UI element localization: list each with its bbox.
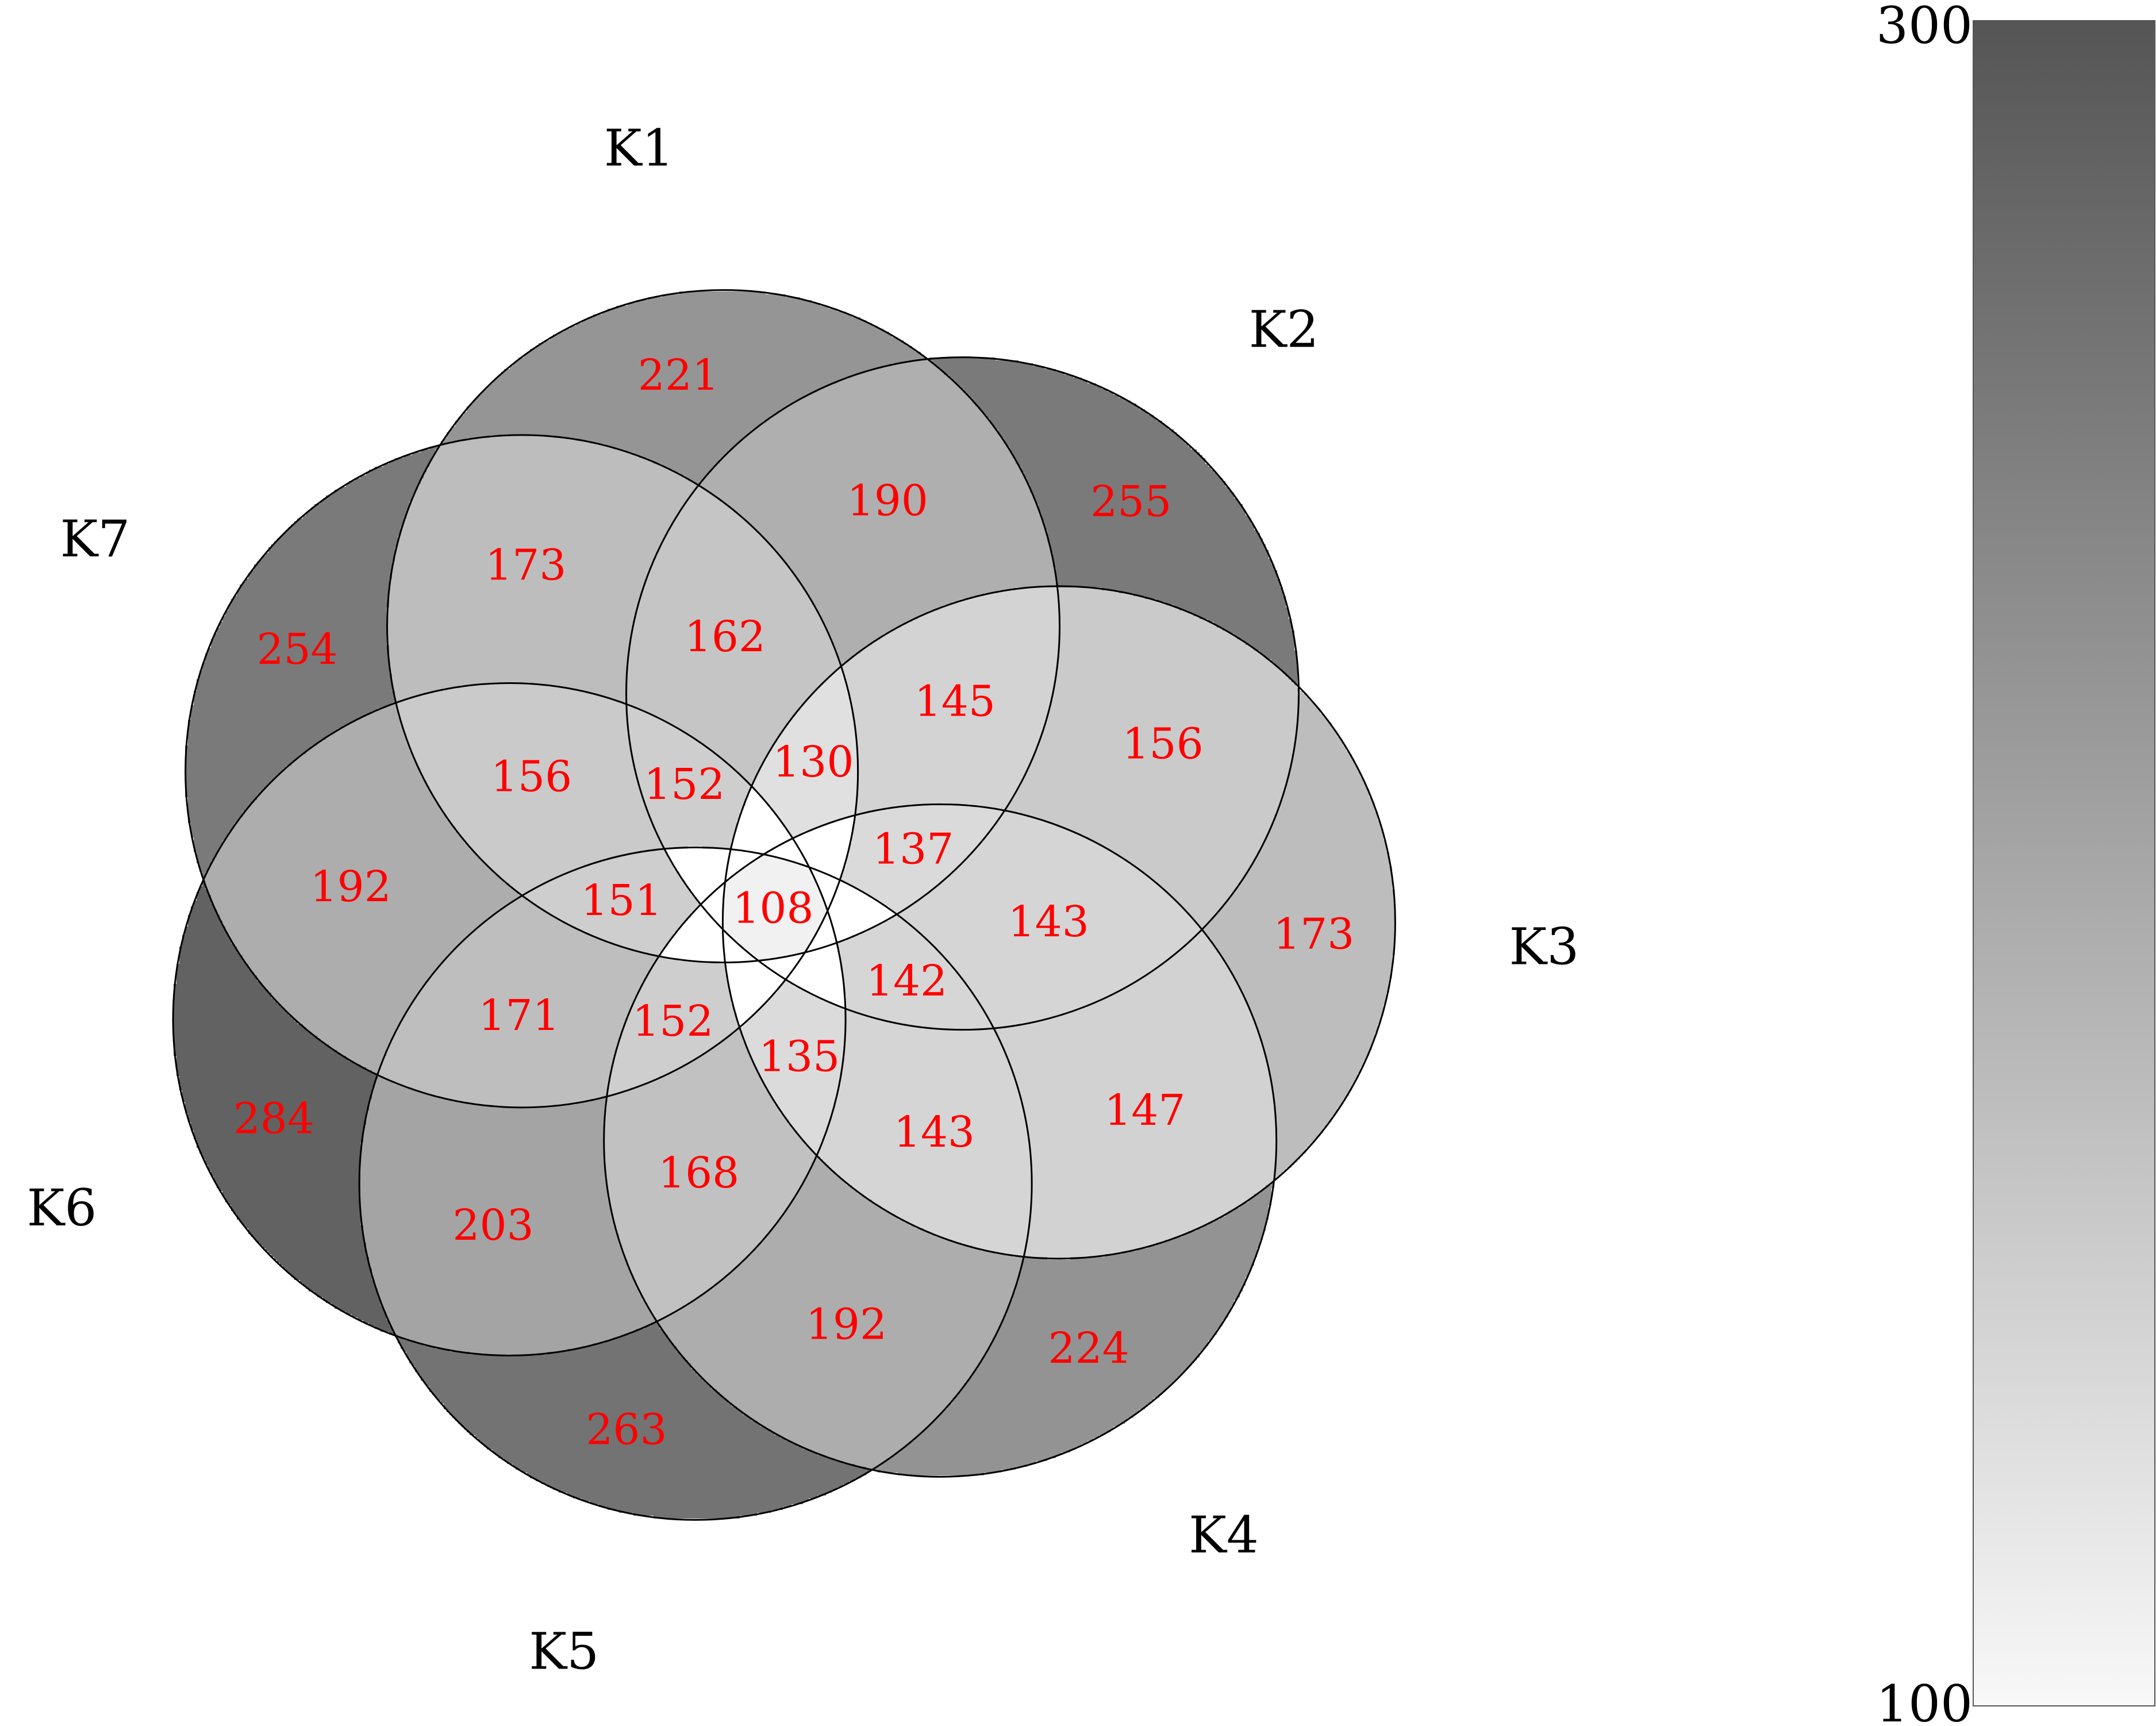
- region-value-k2-k3-k4-k5: 142: [866, 956, 947, 1006]
- region-value-k4-k5: 192: [806, 1300, 887, 1350]
- region-value-k6-k7: 192: [310, 862, 391, 912]
- region-value-k5-k6: 203: [452, 1201, 533, 1250]
- region-value-k1-k2-k3-k4: 137: [873, 824, 954, 874]
- region-value-k3-k4: 147: [1104, 1086, 1185, 1135]
- color-scale-max-label: 300: [1876, 0, 1973, 55]
- region-value-k6-k7-k1: 156: [491, 752, 572, 801]
- region-value-k4-k5-k6-k7: 152: [632, 997, 713, 1046]
- region-value-k4-k5-k6: 168: [658, 1148, 739, 1198]
- region-value-k3: 173: [1273, 909, 1354, 959]
- region-value-k1: 221: [638, 351, 719, 400]
- region-value-k1-k2: 190: [847, 476, 928, 526]
- set-label-k5: K5: [529, 1621, 599, 1681]
- region-value-k6-k7-k1-k2: 152: [644, 760, 725, 809]
- region-value-k6: 284: [233, 1094, 314, 1143]
- region-value-k2: 255: [1090, 477, 1171, 526]
- region-value-k7: 254: [257, 625, 338, 674]
- region-value-k2-k3: 156: [1122, 719, 1203, 768]
- region-value-k3-k4-k5-k6: 135: [759, 1032, 840, 1082]
- set-label-k3: K3: [1509, 917, 1579, 976]
- region-value-k5-k6-k7: 171: [478, 991, 559, 1040]
- set-label-k2: K2: [1249, 300, 1319, 359]
- region-value-k1-k2-k3: 145: [914, 677, 996, 726]
- region-value-k7-k1-k2-k3: 130: [773, 737, 854, 787]
- region-value-k5-k6-k7-k1: 151: [581, 876, 662, 925]
- color-scale-gradient: [1973, 21, 2155, 1706]
- region-value-k5: 263: [586, 1405, 667, 1454]
- color-scale-bar: 300 100: [1876, 0, 2155, 1726]
- region-value-k7-k1: 173: [485, 541, 566, 590]
- set-label-k1: K1: [604, 118, 674, 178]
- set-label-k4: K4: [1189, 1505, 1259, 1564]
- region-value-k4: 224: [1048, 1324, 1129, 1373]
- region-value-k7-k1-k2: 162: [685, 612, 766, 662]
- region-value-k2-k3-k4: 143: [1008, 897, 1089, 947]
- region-value-k1-k2-k3-k4-k5-k6-k7: 108: [732, 884, 813, 933]
- set-label-k6: K6: [27, 1178, 97, 1237]
- set-label-k7: K7: [60, 509, 130, 568]
- region-value-k3-k4-k5: 143: [894, 1108, 975, 1157]
- color-scale-min-label: 100: [1876, 1674, 1973, 1726]
